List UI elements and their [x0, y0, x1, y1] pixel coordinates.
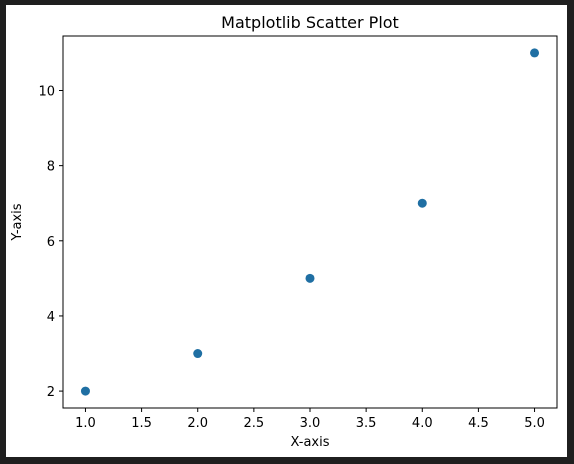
x-tick-label: 4.5 — [468, 416, 489, 431]
y-tick-label: 8 — [47, 160, 55, 175]
y-axis-ticks: 2 4 6 8 10 — [38, 84, 63, 400]
scatter-point — [530, 48, 540, 58]
chart-title: Matplotlib Scatter Plot — [221, 13, 399, 32]
y-tick-label: 2 — [47, 385, 55, 400]
chart-figure: Matplotlib Scatter Plot 1.0 1.5 2.0 2.5 3.0 3… — [6, 5, 567, 457]
x-tick-label: 3.0 — [300, 416, 321, 431]
x-tick-label: 4.0 — [412, 416, 433, 431]
scatter-point — [193, 349, 203, 359]
y-tick-label: 6 — [47, 235, 55, 250]
x-tick-label: 1.0 — [75, 416, 96, 431]
x-tick-label: 1.5 — [131, 416, 152, 431]
data-points — [80, 48, 540, 396]
x-tick-label: 2.5 — [244, 416, 265, 431]
y-tick-label: 10 — [38, 84, 55, 99]
x-tick-label: 2.0 — [187, 416, 208, 431]
scatter-point — [80, 386, 90, 396]
x-tick-label: 5.0 — [524, 416, 545, 431]
y-axis-label: Y-axis — [10, 203, 25, 241]
axes-frame — [62, 35, 558, 409]
x-axis-ticks: 1.0 1.5 2.0 2.5 3.0 3.5 4.0 4.5 5.0 — [75, 408, 545, 431]
y-tick-label: 4 — [47, 310, 55, 325]
scatter-chart: Matplotlib Scatter Plot 1.0 1.5 2.0 2.5 3.0 3… — [10, 13, 558, 450]
scatter-point — [417, 198, 427, 208]
x-tick-label: 3.5 — [356, 416, 377, 431]
scatter-point — [305, 273, 315, 283]
x-axis-label: X-axis — [291, 435, 330, 450]
